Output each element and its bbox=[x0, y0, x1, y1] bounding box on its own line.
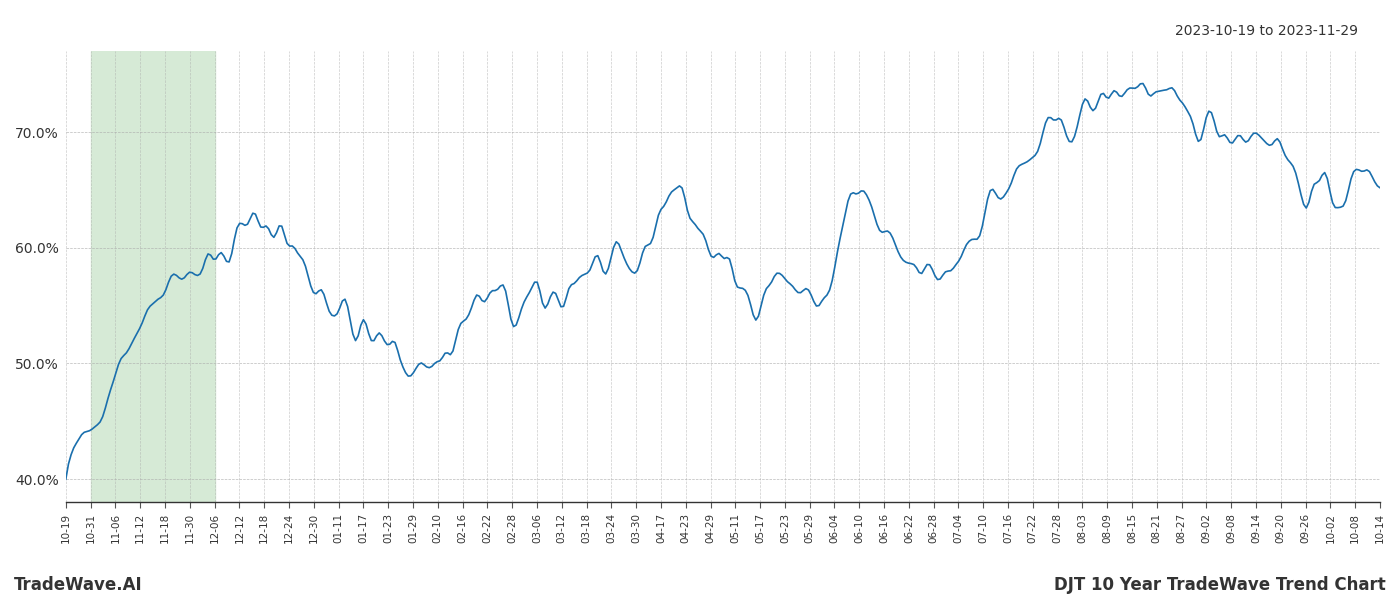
Text: DJT 10 Year TradeWave Trend Chart: DJT 10 Year TradeWave Trend Chart bbox=[1054, 576, 1386, 594]
Text: 2023-10-19 to 2023-11-29: 2023-10-19 to 2023-11-29 bbox=[1175, 24, 1358, 38]
Text: TradeWave.AI: TradeWave.AI bbox=[14, 576, 143, 594]
Bar bbox=[91, 51, 214, 502]
